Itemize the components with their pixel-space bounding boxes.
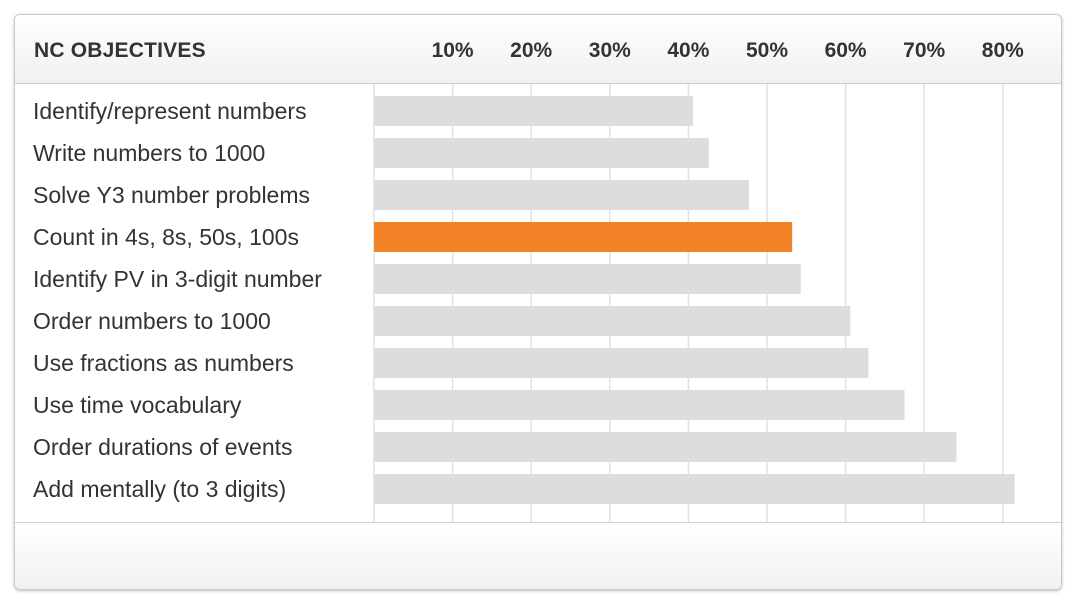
- x-tick-label: 10%: [431, 39, 474, 62]
- x-tick-label: 30%: [588, 39, 631, 62]
- category-label: Solve Y3 number problems: [33, 182, 310, 208]
- bar: [374, 96, 694, 126]
- category-label: Order numbers to 1000: [33, 308, 271, 334]
- category-label: Order durations of events: [33, 434, 293, 460]
- bar: [374, 432, 957, 462]
- category-label: Use time vocabulary: [33, 392, 242, 418]
- chart-title: NC OBJECTIVES: [34, 39, 206, 62]
- bar-highlighted: [374, 222, 793, 252]
- chart-header: NC OBJECTIVES 10% 20% 30% 40% 50% 60% 70% 80%: [15, 15, 1061, 84]
- x-tick-label: 80%: [981, 39, 1024, 62]
- category-label: Count in 4s, 8s, 50s, 100s: [33, 224, 299, 250]
- x-tick-label: 70%: [903, 39, 946, 62]
- bar-chart: [373, 84, 1015, 522]
- x-tick-label: 60%: [824, 39, 867, 62]
- chart-area: Identify/represent numbers Write numbers …: [15, 84, 1061, 522]
- bar: [374, 474, 1015, 504]
- x-tick-label: 50%: [745, 39, 789, 62]
- bar: [374, 390, 905, 420]
- bar: [374, 348, 869, 378]
- category-label: Identify/represent numbers: [33, 98, 307, 124]
- category-label: Use fractions as numbers: [33, 350, 294, 376]
- x-tick-label: 20%: [510, 39, 553, 62]
- chart-footer: [15, 522, 1061, 589]
- chart-panel: NC OBJECTIVES 10% 20% 30% 40% 50% 60% 70% 80% I…: [14, 14, 1062, 590]
- x-tick-label: 40%: [667, 39, 710, 62]
- category-label: Write numbers to 1000: [33, 140, 266, 166]
- category-label: Identify PV in 3-digit number: [33, 266, 322, 292]
- category-label: Add mentally (to 3 digits): [33, 476, 287, 502]
- bar: [374, 180, 749, 210]
- bar: [374, 306, 851, 336]
- bar: [374, 264, 801, 294]
- bar: [374, 138, 709, 168]
